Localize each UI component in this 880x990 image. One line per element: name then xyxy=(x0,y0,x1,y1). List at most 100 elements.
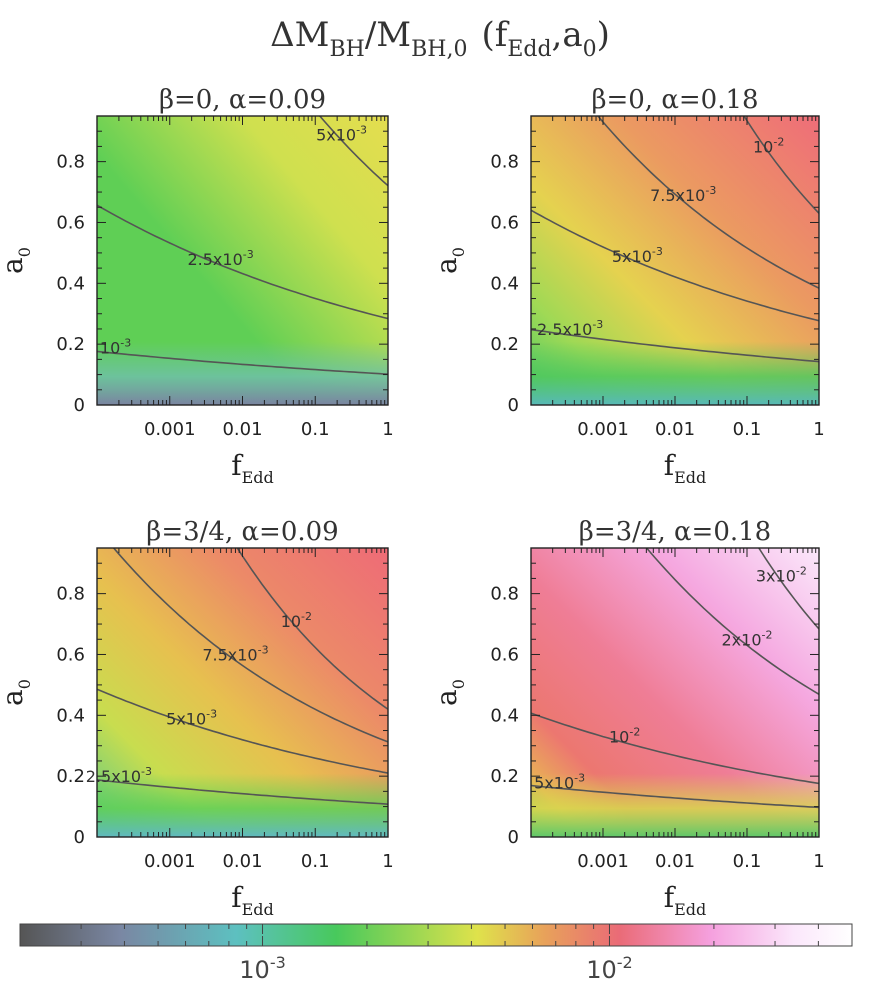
contour-label: 10-2 xyxy=(281,610,312,631)
x-axis-label: fEdd xyxy=(664,449,707,487)
contour-label: 5x10-3 xyxy=(612,245,663,266)
x-ticks xyxy=(96,548,389,837)
colorbar-tick-label: 10-2 xyxy=(586,953,633,984)
x-tick-label: 0.1 xyxy=(301,851,330,872)
y-tick-label: 0 xyxy=(508,827,519,848)
contour-line xyxy=(757,548,819,630)
contour-label: 10-3 xyxy=(100,336,131,357)
y-tick-label: 0.4 xyxy=(56,705,85,726)
y-ticks xyxy=(97,547,388,838)
panel-title: β=3/4, α=0.18 xyxy=(579,517,771,547)
y-axis-label: a0 xyxy=(430,679,468,706)
y-axis-label: a0 xyxy=(0,679,34,706)
x-tick-label: 1 xyxy=(813,851,824,872)
x-tick-label: 0.001 xyxy=(144,419,196,440)
contour-label: 5x10-3 xyxy=(534,771,585,792)
contour-line xyxy=(531,784,819,809)
contours xyxy=(97,116,388,375)
x-tick-label: 0.01 xyxy=(222,419,262,440)
x-tick-label: 0.1 xyxy=(733,851,762,872)
panel-beta0-alpha009: 10-3 2.5x10-3 5x10-3 β=0, α=0.09 0.001 0.01 0.… xyxy=(0,85,394,487)
panel-title: β=0, α=0.09 xyxy=(159,85,326,115)
heatmap-low-band xyxy=(531,341,819,405)
y-tick-label: 0.2 xyxy=(490,334,519,355)
contour-line xyxy=(596,116,819,289)
contour-label: 2.5x10-3 xyxy=(86,765,152,786)
x-axis-label: fEdd xyxy=(664,881,707,919)
y-axis-label: a0 xyxy=(430,247,468,274)
contour-label: 10-2 xyxy=(609,726,640,747)
y-tick-label: 0 xyxy=(74,827,85,848)
heatmap-low-band xyxy=(97,773,388,837)
y-tick-label: 0.2 xyxy=(56,766,85,787)
x-tick-label: 0.1 xyxy=(301,419,330,440)
y-ticks xyxy=(97,115,388,406)
y-tick-label: 0.6 xyxy=(56,212,85,233)
y-tick-label: 0 xyxy=(508,395,519,416)
panel-beta34-alpha009: 2.5x10-3 5x10-3 7.5x10-3 10-2 β=3/4, α=0.09 0… xyxy=(0,517,394,919)
contour-line xyxy=(531,209,819,322)
colorbar: 10-3 10-2 xyxy=(19,923,853,984)
contours xyxy=(531,548,819,809)
contour-line xyxy=(112,548,388,743)
y-ticks xyxy=(531,115,819,406)
x-tick-label: 0.01 xyxy=(655,419,695,440)
contour-label: 5x10-3 xyxy=(316,123,367,144)
contour-line xyxy=(531,712,819,785)
panel-title: β=0, α=0.18 xyxy=(591,85,758,115)
x-tick-label: 0.001 xyxy=(144,851,196,872)
x-tick-label: 1 xyxy=(813,419,824,440)
contour-line xyxy=(97,688,388,774)
x-axis-label: fEdd xyxy=(231,881,274,919)
contour-line xyxy=(97,350,388,375)
y-axis-label: a0 xyxy=(0,247,34,274)
contour-line xyxy=(645,548,819,695)
x-tick-label: 0.1 xyxy=(733,419,762,440)
contour-label: 2.5x10-3 xyxy=(187,248,253,269)
x-ticks xyxy=(530,116,820,405)
figure-title: ΔMBH/MBH,0 (fEdd,a0) xyxy=(270,15,610,62)
y-tick-label: 0.2 xyxy=(490,766,519,787)
panel-beta34-alpha018: 5x10-3 10-2 2x10-2 3x10-2 β=3/4, α=0.18 0.001… xyxy=(430,517,825,919)
colorbar-gradient xyxy=(19,923,853,947)
contour-label: 2.5x10-3 xyxy=(537,318,603,339)
x-tick-label: 1 xyxy=(382,419,393,440)
contour-line xyxy=(531,328,819,363)
x-tick-label: 1 xyxy=(382,851,393,872)
y-tick-label: 0.4 xyxy=(56,273,85,294)
contour-label: 5x10-3 xyxy=(166,707,217,728)
contour-label: 10-2 xyxy=(753,136,784,157)
y-tick-label: 0 xyxy=(74,395,85,416)
x-tick-label: 0.01 xyxy=(222,851,262,872)
y-tick-label: 0.2 xyxy=(56,334,85,355)
contour-line xyxy=(318,116,388,187)
x-ticks xyxy=(96,116,389,405)
heatmap-low-band xyxy=(97,341,388,405)
x-tick-label: 0.001 xyxy=(577,419,629,440)
contour-line xyxy=(743,116,819,214)
contour-label: 7.5x10-3 xyxy=(650,184,716,205)
y-ticks xyxy=(531,547,819,838)
y-tick-label: 0.6 xyxy=(490,212,519,233)
contour-label: 7.5x10-3 xyxy=(202,644,268,665)
colorbar-tick-label: 10-3 xyxy=(239,953,286,984)
contour-line xyxy=(97,779,388,805)
contour-label: 2x10-2 xyxy=(722,628,773,649)
contour-line xyxy=(97,204,388,320)
y-tick-label: 0.8 xyxy=(490,152,519,173)
y-tick-label: 0.8 xyxy=(56,152,85,173)
panel-beta0-alpha018: 2.5x10-3 5x10-3 7.5x10-3 10-2 β=0, α=0.18 0.0… xyxy=(430,85,825,487)
y-tick-label: 0.4 xyxy=(490,705,519,726)
contour-label: 3x10-2 xyxy=(756,564,807,585)
y-tick-label: 0.6 xyxy=(490,644,519,665)
y-tick-label: 0.6 xyxy=(56,644,85,665)
panel-title: β=3/4, α=0.09 xyxy=(146,517,338,547)
contours xyxy=(531,116,819,363)
x-tick-label: 0.001 xyxy=(577,851,629,872)
x-axis-label: fEdd xyxy=(231,449,274,487)
y-tick-label: 0.8 xyxy=(56,584,85,605)
y-tick-label: 0.4 xyxy=(490,273,519,294)
y-tick-label: 0.8 xyxy=(490,584,519,605)
x-tick-label: 0.01 xyxy=(655,851,695,872)
